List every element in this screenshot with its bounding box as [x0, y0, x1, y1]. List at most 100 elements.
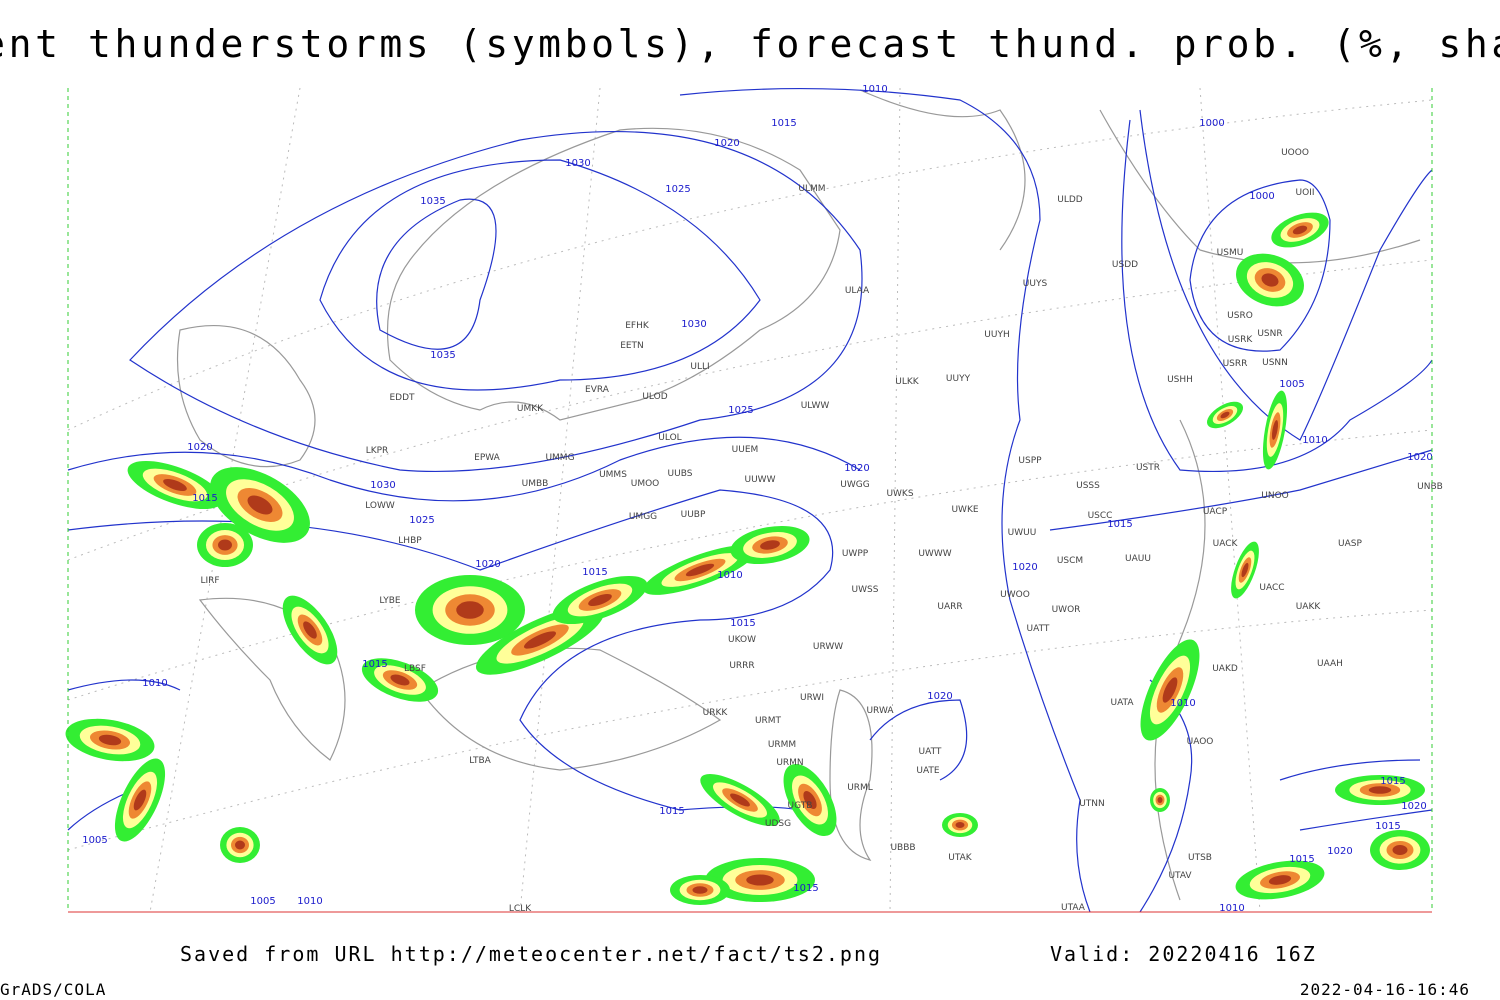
station-label: ULOL [658, 433, 681, 443]
isobar [1049, 449, 1433, 531]
station-label: UARR [937, 602, 962, 612]
station-label: USRK [1228, 335, 1254, 345]
station-label: USHH [1167, 375, 1193, 385]
isobar-label: 1030 [370, 480, 395, 491]
shaded-area [760, 540, 780, 550]
station-label: UWSS [852, 585, 879, 595]
station-label: UUEM [732, 445, 759, 455]
isobar [1279, 759, 1433, 831]
isobar-label: 1020 [844, 463, 869, 474]
isobar-label: 1010 [1170, 698, 1195, 709]
isobar [67, 489, 834, 821]
station-label: UUBP [681, 510, 706, 520]
station-label: USRO [1227, 311, 1253, 321]
station-label: UMMS [599, 470, 627, 480]
pacific-coast [1099, 109, 1421, 901]
software: GrADS/COLA [0, 980, 106, 999]
station-label: LTBA [469, 756, 491, 766]
isobar [1139, 109, 1433, 441]
shaded-area [1162, 677, 1178, 703]
isobar-label: 1020 [1401, 801, 1426, 812]
station-label: UWGG [840, 480, 869, 490]
isobar-label: 1015 [1289, 854, 1314, 865]
shaded-area [1292, 225, 1308, 235]
isobar-label: 1020 [927, 691, 952, 702]
station-label: USNN [1262, 358, 1288, 368]
isobar-label: 1020 [1012, 562, 1037, 573]
station-label: UAKD [1212, 664, 1238, 674]
station-label: ULMM [798, 184, 825, 194]
station-label: USSS [1076, 481, 1100, 491]
station-label: UTNN [1079, 799, 1105, 809]
shaded-area [685, 563, 715, 577]
station-label: UUYS [1023, 279, 1048, 289]
shaded-area [955, 822, 965, 828]
isobar-label: 1020 [475, 559, 500, 570]
shaded-area [1261, 273, 1279, 287]
station-label: UMMG [545, 453, 574, 463]
station-label: URMM [768, 740, 796, 750]
isobar-label: 1035 [430, 350, 455, 361]
isobar [67, 436, 861, 502]
isobar-label: 1015 [793, 883, 818, 894]
caspian-sea [829, 689, 873, 861]
isobar-label: 1035 [420, 196, 445, 207]
station-label: UWUU [1008, 528, 1037, 538]
station-label: USCC [1088, 511, 1113, 521]
station-label: LBSF [404, 664, 426, 674]
lat-line [67, 259, 1433, 561]
station-label: UUYY [946, 374, 971, 384]
isobar-label: 1025 [409, 515, 434, 526]
lon-line [1199, 87, 1261, 913]
isobar-label: 1015 [362, 659, 387, 670]
station-label: EFHK [625, 321, 650, 331]
isobar-label: 1010 [1219, 903, 1244, 914]
isobar [376, 198, 497, 350]
shaded-area [746, 874, 774, 886]
shaded-area [163, 478, 187, 492]
valid-time: Valid: 20220416 16Z [1050, 942, 1317, 966]
station-label: UMKK [517, 404, 544, 414]
station-label: UTAA [1061, 903, 1086, 913]
station-label: UDSG [765, 819, 791, 829]
lon-line [889, 87, 901, 913]
isobar-label: 1010 [717, 570, 742, 581]
britain [176, 324, 316, 468]
shaded-area [1368, 786, 1392, 794]
isobars [67, 87, 1433, 913]
shaded-area [235, 840, 245, 850]
isobar-label: 1020 [1327, 846, 1352, 857]
scandinavia [386, 127, 841, 421]
station-label: LKPR [366, 446, 389, 456]
labels: 1010101510201030102510351035103010251000… [82, 84, 1443, 914]
station-label: USRR [1223, 359, 1248, 369]
station-label: EDDT [389, 393, 415, 403]
station-label: URML [847, 783, 873, 793]
station-label: EVRA [585, 385, 610, 395]
station-label: USNR [1257, 329, 1282, 339]
shaded-area [803, 790, 817, 810]
station-label: USMU [1217, 248, 1244, 258]
station-label: UWWW [918, 549, 951, 559]
station-label: UOII [1296, 188, 1315, 198]
station-label: LHBP [398, 536, 422, 546]
station-label: UBBB [890, 843, 915, 853]
station-label: ULKK [895, 377, 920, 387]
lat-line [67, 609, 1433, 851]
station-label: ULWW [801, 401, 830, 411]
station-label: UWPP [842, 549, 869, 559]
graticule [67, 87, 1433, 913]
shaded-area [523, 631, 557, 649]
shaded-area [247, 495, 273, 515]
map-title: Current thunderstorms (symbols), forecas… [0, 22, 1500, 66]
shaded-area [1392, 845, 1408, 855]
isobar-label: 1010 [862, 84, 887, 95]
station-label: UGTB [788, 801, 813, 811]
station-label: URMT [755, 716, 782, 726]
isobar-label: 1000 [1249, 191, 1274, 202]
thunderstorm-probability-shading [65, 212, 1430, 905]
station-label: UOOO [1281, 148, 1309, 158]
station-label: LYBE [379, 596, 400, 606]
station-label: UWKE [951, 505, 978, 515]
isobar-label: 1010 [142, 678, 167, 689]
